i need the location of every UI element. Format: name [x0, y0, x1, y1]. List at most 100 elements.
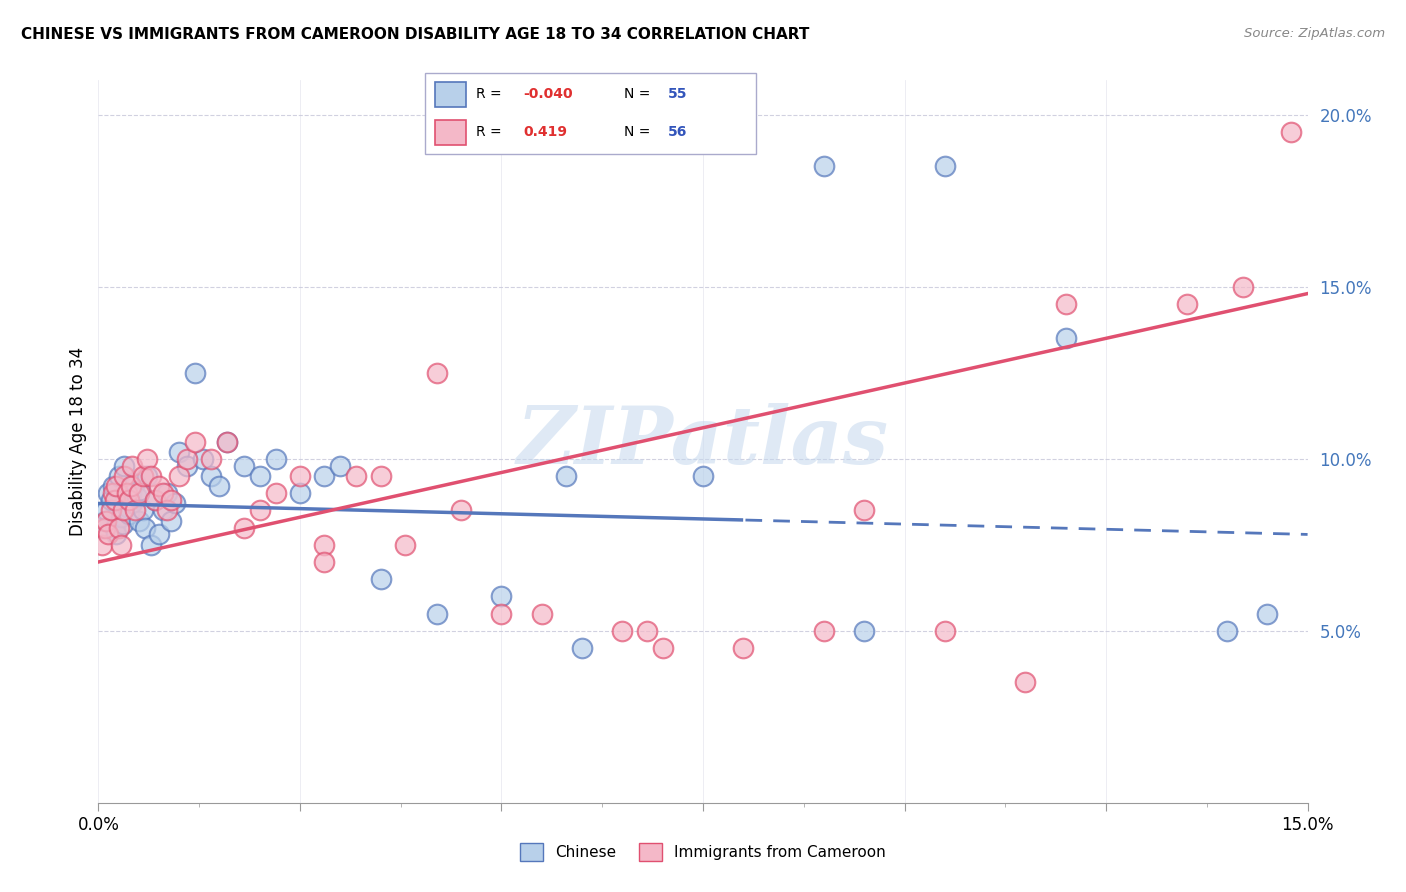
Point — [129, 483, 152, 497]
Text: ZIPatlas: ZIPatlas — [517, 403, 889, 480]
Point — [139, 538, 162, 552]
Point — [217, 434, 239, 449]
Point — [103, 520, 125, 534]
Text: -0.040: -0.040 — [523, 87, 572, 101]
Text: R =: R = — [475, 87, 506, 101]
Point — [329, 458, 352, 473]
Point — [105, 479, 128, 493]
Point — [128, 486, 150, 500]
Text: 55: 55 — [668, 87, 688, 101]
Point — [612, 624, 634, 638]
Point — [530, 607, 553, 621]
Point — [184, 366, 207, 380]
Point — [139, 469, 162, 483]
Point — [128, 514, 150, 528]
Point — [124, 475, 146, 490]
Point — [96, 503, 118, 517]
Point — [160, 493, 183, 508]
Point — [100, 503, 122, 517]
Point — [200, 451, 222, 466]
Point — [249, 469, 271, 483]
Point — [264, 451, 287, 466]
Point — [94, 520, 117, 534]
Point — [1014, 675, 1036, 690]
Point — [370, 469, 392, 483]
Point — [264, 486, 287, 500]
Point — [135, 469, 157, 483]
Point — [370, 572, 392, 586]
Point — [1054, 297, 1077, 311]
Text: 0.419: 0.419 — [523, 126, 567, 139]
Point — [115, 500, 138, 514]
Point — [124, 503, 146, 517]
Point — [1256, 607, 1278, 621]
Point — [853, 503, 876, 517]
Point — [132, 503, 155, 517]
Text: 56: 56 — [668, 126, 688, 139]
Point — [394, 538, 416, 552]
Point — [135, 451, 157, 466]
Point — [651, 640, 673, 655]
Text: R =: R = — [475, 126, 510, 139]
Point — [217, 434, 239, 449]
Point — [121, 496, 143, 510]
Point — [110, 510, 132, 524]
Point — [134, 520, 156, 534]
Point — [103, 493, 125, 508]
Point — [692, 469, 714, 483]
Point — [105, 527, 128, 541]
Point — [148, 527, 170, 541]
Text: N =: N = — [624, 87, 655, 101]
Point — [112, 458, 135, 473]
Legend: Chinese, Immigrants from Cameroon: Chinese, Immigrants from Cameroon — [513, 837, 893, 867]
Point — [148, 479, 170, 493]
Point — [156, 503, 179, 517]
Point — [100, 493, 122, 508]
Point — [152, 486, 174, 500]
Point — [314, 469, 336, 483]
Point — [208, 479, 231, 493]
Point — [491, 607, 513, 621]
Point — [288, 486, 311, 500]
Point — [167, 445, 190, 459]
Point — [94, 514, 117, 528]
Point — [934, 159, 956, 173]
Point — [1216, 624, 1239, 638]
Point — [450, 503, 472, 517]
Point — [160, 514, 183, 528]
Point — [91, 520, 114, 534]
Point — [314, 538, 336, 552]
Point — [426, 366, 449, 380]
Point — [288, 469, 311, 483]
Point — [115, 486, 138, 500]
Point — [733, 640, 755, 655]
Point — [121, 458, 143, 473]
Point — [107, 469, 129, 483]
Point — [111, 503, 134, 517]
Text: CHINESE VS IMMIGRANTS FROM CAMEROON DISABILITY AGE 18 TO 34 CORRELATION CHART: CHINESE VS IMMIGRANTS FROM CAMEROON DISA… — [21, 27, 810, 42]
Point — [1232, 279, 1254, 293]
Point — [120, 486, 142, 500]
Text: Source: ZipAtlas.com: Source: ZipAtlas.com — [1244, 27, 1385, 40]
Point — [193, 451, 215, 466]
Point — [176, 458, 198, 473]
Point — [491, 590, 513, 604]
Point — [1054, 331, 1077, 345]
Point — [120, 479, 142, 493]
Point — [156, 486, 179, 500]
Point — [110, 538, 132, 552]
Point — [176, 451, 198, 466]
Text: N =: N = — [624, 126, 655, 139]
Point — [111, 517, 134, 532]
Point — [555, 469, 578, 483]
Point — [636, 624, 658, 638]
Point — [813, 159, 835, 173]
Point — [127, 490, 149, 504]
Point — [96, 514, 118, 528]
Point — [101, 486, 124, 500]
Point — [426, 607, 449, 621]
Point — [571, 640, 593, 655]
Point — [184, 434, 207, 449]
Point — [1281, 125, 1303, 139]
Point — [232, 458, 254, 473]
